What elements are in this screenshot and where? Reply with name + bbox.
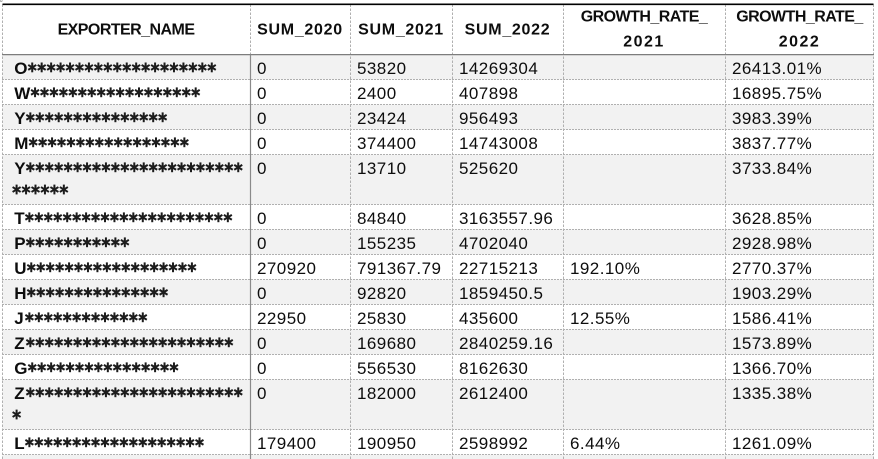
svg-text:1366.70%: 1366.70% <box>732 359 812 378</box>
svg-text:3983.39%: 3983.39% <box>732 109 812 128</box>
svg-text:435600: 435600 <box>459 309 518 328</box>
svg-text:4702040: 4702040 <box>459 234 528 253</box>
svg-text:Y: Y <box>14 109 26 128</box>
svg-text:169680: 169680 <box>357 334 416 353</box>
svg-text:2612400: 2612400 <box>459 384 528 403</box>
svg-text:Z: Z <box>14 334 24 353</box>
svg-text:SUM_2021: SUM_2021 <box>358 21 444 38</box>
svg-text:2928.98%: 2928.98% <box>732 234 812 253</box>
svg-text:16895.75%: 16895.75% <box>732 84 822 103</box>
svg-text:2840259.16: 2840259.16 <box>459 334 553 353</box>
svg-text:0: 0 <box>257 284 267 303</box>
svg-text:192.10%: 192.10% <box>570 259 640 278</box>
svg-text:J: J <box>14 309 23 328</box>
svg-text:12.55%: 12.55% <box>570 309 630 328</box>
svg-text:26413.01%: 26413.01% <box>732 59 822 78</box>
svg-text:92820: 92820 <box>357 284 407 303</box>
svg-text:956493: 956493 <box>459 109 518 128</box>
svg-text:22950: 22950 <box>257 309 307 328</box>
svg-text:SUM_2022: SUM_2022 <box>465 21 551 38</box>
svg-text:M: M <box>14 134 28 153</box>
svg-text:14269304: 14269304 <box>459 59 538 78</box>
svg-text:1859450.5: 1859450.5 <box>459 284 543 303</box>
svg-text:0: 0 <box>257 59 267 78</box>
svg-text:84840: 84840 <box>357 209 407 228</box>
svg-text:3733.84%: 3733.84% <box>732 159 812 178</box>
svg-text:190950: 190950 <box>357 434 416 453</box>
svg-text:EXPORTER_NAME: EXPORTER_NAME <box>58 21 196 38</box>
svg-text:182000: 182000 <box>357 384 416 403</box>
svg-text:1261.09%: 1261.09% <box>732 434 812 453</box>
svg-text:0: 0 <box>257 134 267 153</box>
svg-text:Y: Y <box>14 159 26 178</box>
svg-text:556530: 556530 <box>357 359 416 378</box>
svg-text:0: 0 <box>257 209 267 228</box>
svg-text:0: 0 <box>257 359 267 378</box>
svg-text:22715213: 22715213 <box>459 259 538 278</box>
svg-text:T: T <box>14 209 25 228</box>
svg-text:W: W <box>14 84 31 103</box>
svg-text:0: 0 <box>257 84 267 103</box>
svg-text:2770.37%: 2770.37% <box>732 259 812 278</box>
svg-text:179400: 179400 <box>257 434 316 453</box>
svg-text:0: 0 <box>257 234 267 253</box>
svg-text:1573.89%: 1573.89% <box>732 334 812 353</box>
svg-text:14743008: 14743008 <box>459 134 538 153</box>
svg-text:3837.77%: 3837.77% <box>732 134 812 153</box>
svg-text:270920: 270920 <box>257 259 316 278</box>
svg-text:25830: 25830 <box>357 309 407 328</box>
svg-text:2022: 2022 <box>779 34 821 51</box>
svg-text:2400: 2400 <box>357 84 397 103</box>
svg-text:791367.79: 791367.79 <box>357 259 441 278</box>
svg-text:3163557.96: 3163557.96 <box>459 209 553 228</box>
svg-text:525620: 525620 <box>459 159 518 178</box>
svg-text:1335.38%: 1335.38% <box>732 384 812 403</box>
svg-text:13710: 13710 <box>357 159 407 178</box>
svg-text:23424: 23424 <box>357 109 407 128</box>
svg-text:GROWTH_RATE_: GROWTH_RATE_ <box>581 9 709 26</box>
svg-text:SUM_2020: SUM_2020 <box>257 21 343 38</box>
svg-text:8162630: 8162630 <box>459 359 528 378</box>
svg-text:O: O <box>14 59 27 78</box>
svg-text:2021: 2021 <box>623 34 665 51</box>
svg-text:GROWTH_RATE_: GROWTH_RATE_ <box>736 9 864 26</box>
svg-text:0: 0 <box>257 159 267 178</box>
svg-text:H: H <box>14 284 26 303</box>
svg-text:155235: 155235 <box>357 234 416 253</box>
svg-text:0: 0 <box>257 334 267 353</box>
svg-text:3628.85%: 3628.85% <box>732 209 812 228</box>
svg-text:P: P <box>14 234 25 253</box>
svg-text:374400: 374400 <box>357 134 416 153</box>
svg-text:1903.29%: 1903.29% <box>732 284 812 303</box>
svg-text:53820: 53820 <box>357 59 407 78</box>
svg-text:0: 0 <box>257 384 267 403</box>
svg-text:407898: 407898 <box>459 84 518 103</box>
svg-text:0: 0 <box>257 109 267 128</box>
svg-text:6.44%: 6.44% <box>570 434 620 453</box>
svg-text:L: L <box>14 434 24 453</box>
svg-text:2598992: 2598992 <box>459 434 528 453</box>
svg-text:Z: Z <box>14 384 24 403</box>
svg-text:U: U <box>14 259 26 278</box>
svg-text:1586.41%: 1586.41% <box>732 309 812 328</box>
svg-text:G: G <box>14 359 27 378</box>
